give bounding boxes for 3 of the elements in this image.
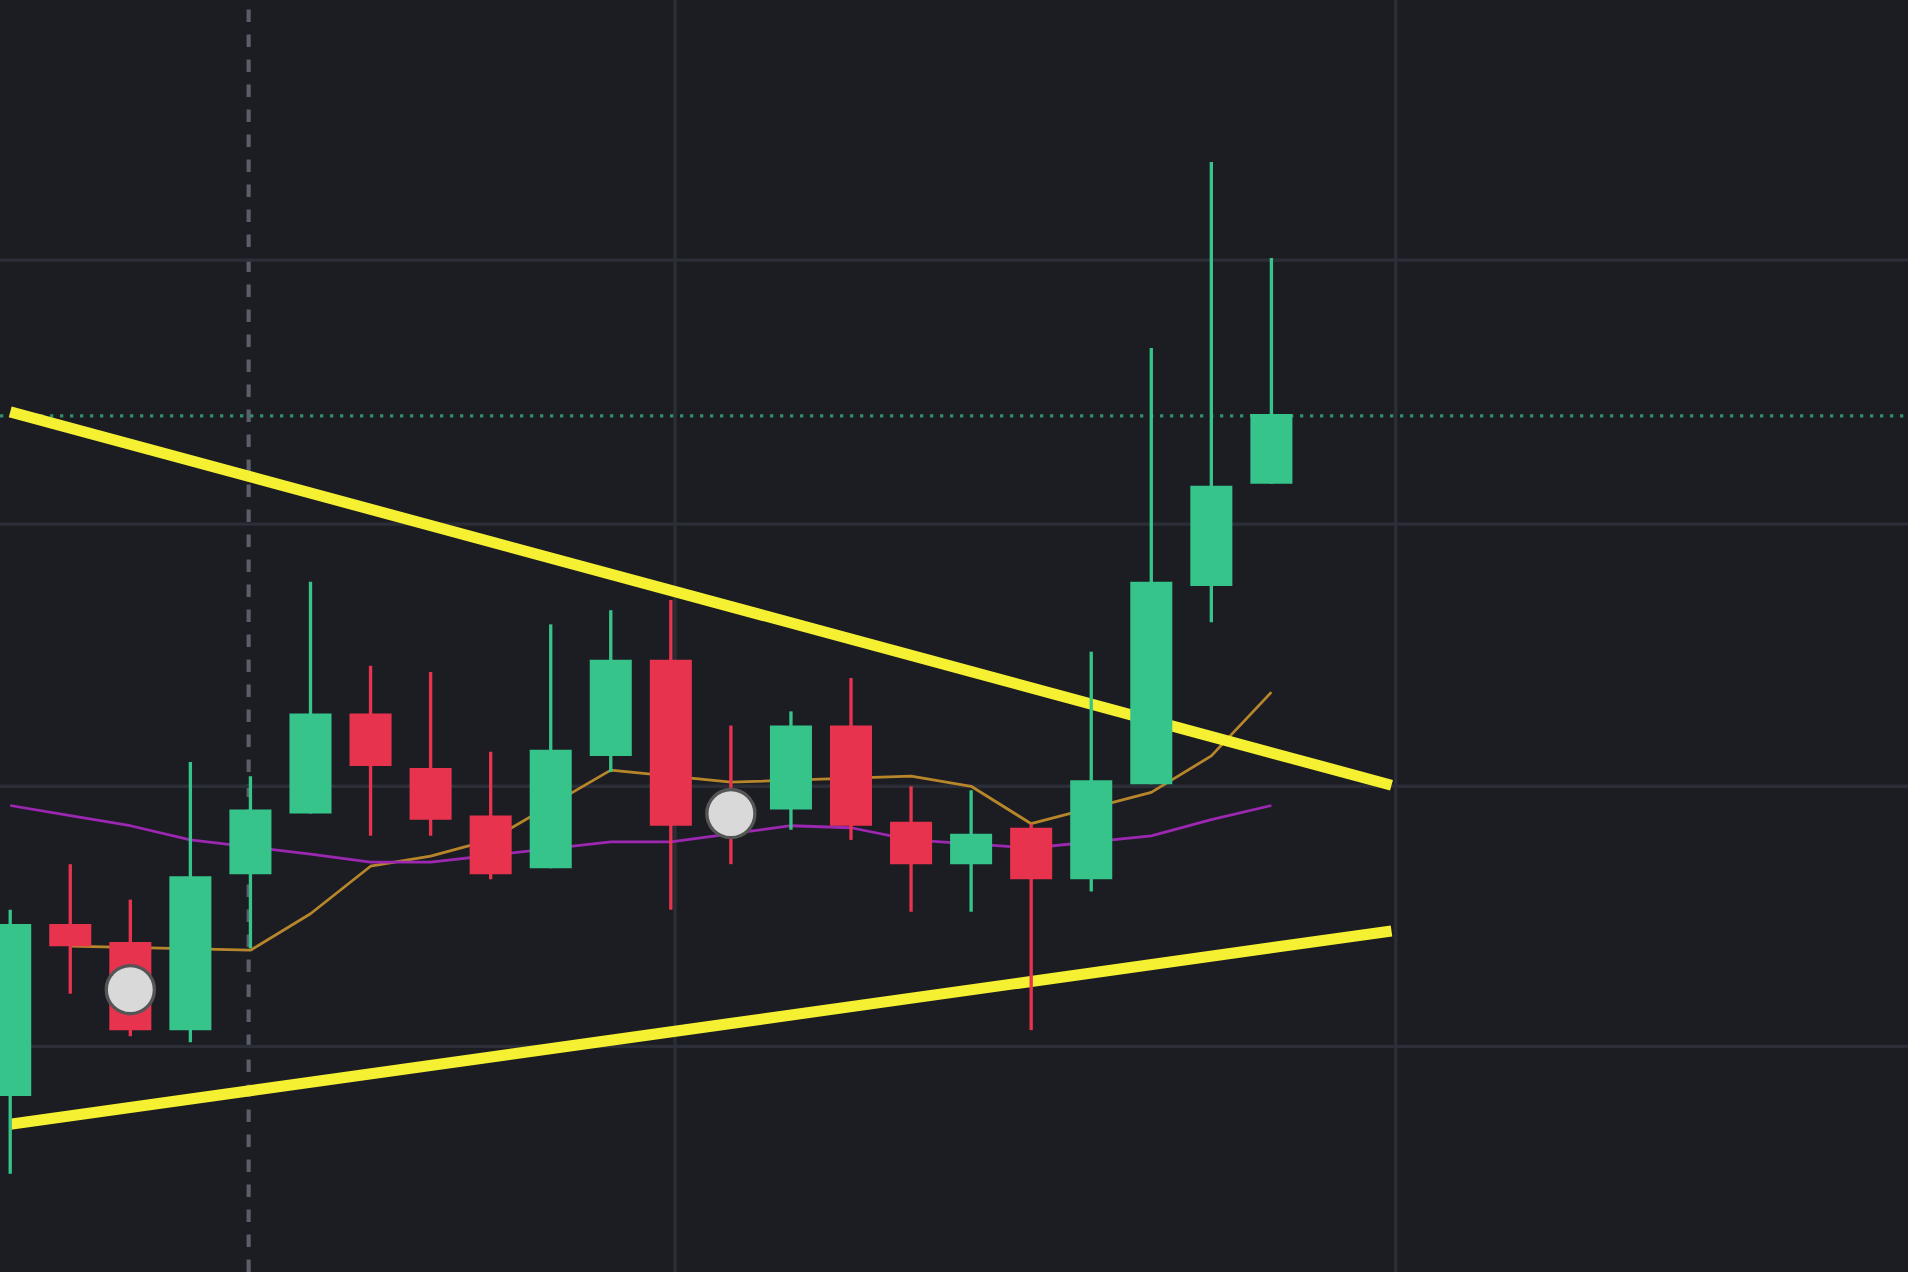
candlestick: [49, 862, 92, 996]
candlestick: [950, 788, 993, 914]
candlestick: [890, 784, 933, 914]
